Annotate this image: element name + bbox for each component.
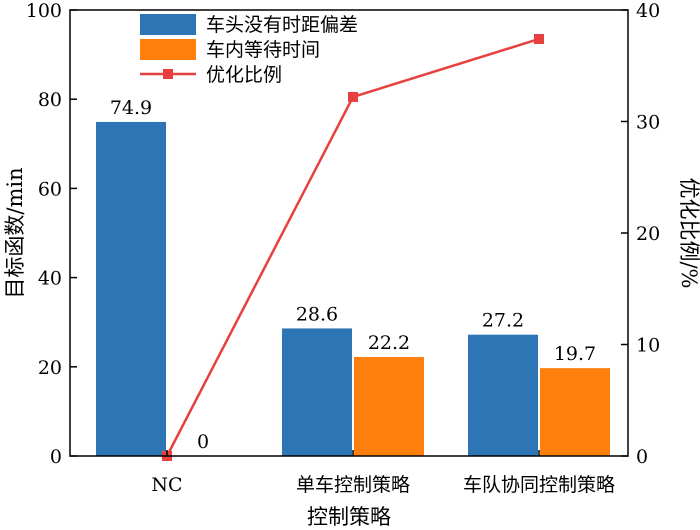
data-label-1-2: 28.6 (296, 303, 338, 325)
line-marker-3 (534, 33, 544, 44)
data-label-2-3: 19.7 (554, 343, 596, 365)
x-tick-label-3: 车队协同控制策略 (463, 474, 615, 496)
x-tick-label-2: 单车控制策略 (296, 474, 410, 496)
x-tick-label-1: NC (151, 474, 182, 496)
y-tick-label-1: 0 (50, 446, 62, 468)
bar-1-3 (468, 334, 538, 456)
data-label-1-1: 74.9 (110, 97, 152, 119)
legend-marker-3 (163, 69, 173, 79)
y2-tick-label-5: 40 (636, 0, 660, 22)
bar-1-1 (96, 121, 166, 457)
legend-swatch-1 (140, 14, 196, 35)
legend-label-2: 车内等待时间 (206, 39, 320, 61)
bar-2-3 (540, 368, 610, 456)
line-marker-2 (348, 91, 358, 102)
y-tick-label-2: 20 (38, 357, 62, 379)
y-tick-label-5: 80 (38, 89, 62, 111)
bar-1-2 (282, 328, 352, 456)
legend-label-3: 优化比例 (206, 64, 282, 86)
data-label-2-1: 0 (197, 431, 209, 453)
y2-tick-label-4: 30 (636, 112, 660, 134)
x-axis-title: 控制策略 (307, 505, 391, 529)
data-label-2-2: 22.2 (368, 332, 410, 354)
y-tick-label-3: 40 (38, 268, 62, 290)
legend-swatch-2 (140, 39, 196, 60)
y2-axis-title: 优化比例/% (677, 177, 700, 288)
y-tick-label-4: 60 (38, 178, 62, 200)
y2-tick-label-2: 10 (636, 335, 660, 357)
bars-layer (96, 121, 610, 457)
y2-tick-label-3: 20 (636, 223, 660, 245)
bar-2-2 (354, 356, 424, 456)
legend-label-1: 车头没有时距偏差 (206, 14, 358, 36)
ticks-layer: 0 20 40 60 80 100 0 10 20 30 40 NC 单车控制策略 车队协同控制策略 (26, 0, 660, 496)
data-label-1-3: 27.2 (482, 310, 524, 332)
y-tick-label-6: 100 (26, 0, 62, 22)
y-axis-title: 目标函数/min (3, 167, 27, 298)
y2-tick-label-1: 0 (636, 446, 648, 468)
labels-layer: 74.9 28.6 27.2 0 22.2 19.7 (110, 97, 596, 453)
